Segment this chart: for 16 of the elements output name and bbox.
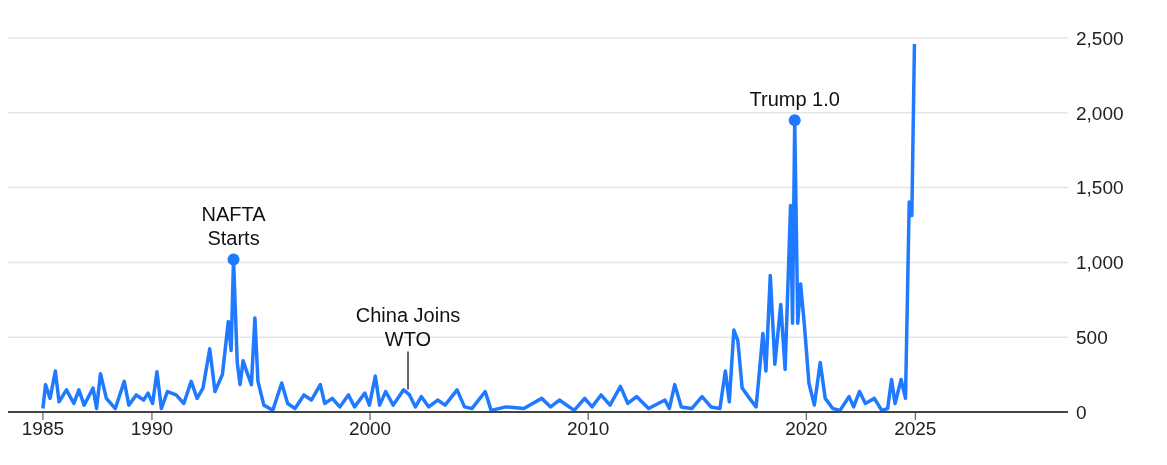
y-tick-label: 2,000 [1076, 102, 1124, 124]
y-tick-label: 2,500 [1076, 27, 1124, 49]
annotation: Trump 1.0 [749, 88, 840, 111]
y-tick-label: 1,500 [1076, 177, 1124, 199]
annotation: China Joins WTO [355, 303, 461, 350]
y-tick-label: 500 [1076, 326, 1108, 348]
line-series [41, 42, 917, 412]
x-tick-label: 2025 [894, 418, 937, 440]
y-tick-label: 0 [1076, 401, 1087, 423]
x-tick-label: 1990 [130, 418, 174, 440]
y-tick-label: 1,000 [1076, 252, 1124, 274]
x-tick-label: 2020 [785, 418, 828, 440]
x-tick-label: 2010 [567, 418, 610, 440]
annotation: NAFTA Starts [201, 203, 267, 250]
x-tick-label: 1985 [21, 418, 65, 440]
x-tick-label: 2000 [348, 418, 392, 440]
